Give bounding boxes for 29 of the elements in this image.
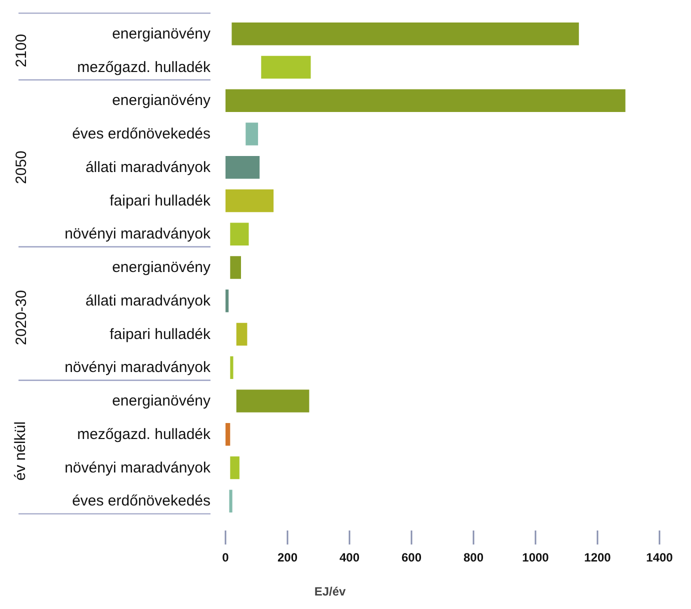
x-tick-label: 200 xyxy=(277,550,298,564)
y-tick-label: mezőgazd. hulladék xyxy=(77,58,211,76)
bar xyxy=(226,423,230,446)
y-tick-label: energianövény xyxy=(112,392,211,410)
y-tick-label: faipari hulladék xyxy=(110,192,211,210)
y-tick-label: éves erdőnövekedés xyxy=(72,126,211,142)
y-tick-label: állati maradványok xyxy=(85,292,211,310)
y-tick-label: állati maradványok xyxy=(85,158,211,176)
x-tick-label: 1000 xyxy=(522,550,550,564)
x-tick-label: 800 xyxy=(463,550,484,564)
y-tick-label: növényi maradványok xyxy=(64,359,211,376)
y-tick-label: energianövény xyxy=(112,259,211,276)
x-tick-label: 600 xyxy=(401,550,422,564)
y-tick-label: éves erdőnövekedés xyxy=(72,492,211,510)
x-tick-label: 0 xyxy=(222,550,230,564)
x-tick-label: 400 xyxy=(339,550,360,564)
text: 2020-30 xyxy=(13,290,30,346)
y-tick-label: növényi maradványok xyxy=(64,459,211,476)
y-tick-label: faipari hulladék xyxy=(110,326,211,343)
text: 2100 xyxy=(13,34,30,68)
y-tick-label: növényi maradványok xyxy=(64,226,211,243)
x-tick-label: 1400 xyxy=(646,550,674,564)
y-tick-label: mezőgazd. hulladék xyxy=(77,426,211,443)
text: 2050 xyxy=(13,150,30,184)
x-axis-title: EJ/év xyxy=(314,584,346,598)
y-tick-label: energianövény xyxy=(112,92,211,110)
text: év nélkül xyxy=(12,421,29,481)
y-tick-label: energianövény xyxy=(112,25,211,42)
x-tick-label: 1200 xyxy=(584,550,612,564)
